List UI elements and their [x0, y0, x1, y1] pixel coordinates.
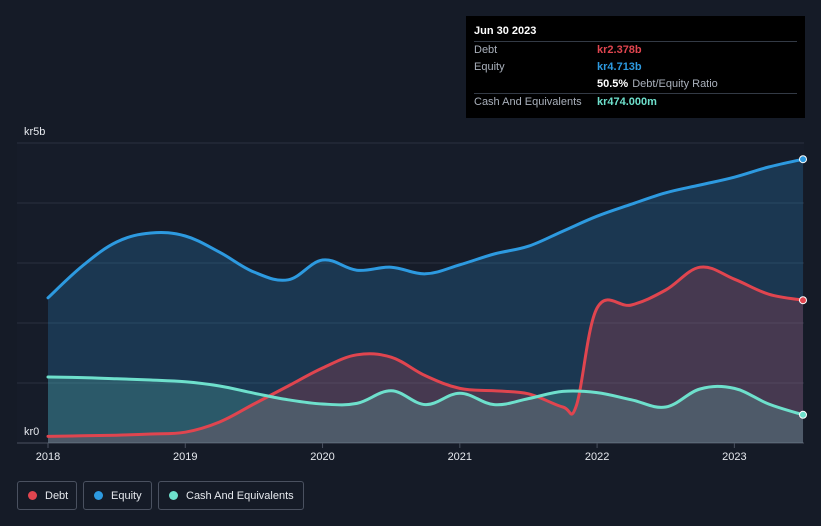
tooltip-row-equity: Equity kr4.713b	[474, 59, 797, 76]
cash-and-equivalents-area	[48, 377, 803, 443]
tooltip-row-cash: Cash And Equivalents kr474.000m	[474, 93, 797, 111]
tooltip-row-debt: Debt kr2.378b	[474, 41, 797, 59]
legend-label: Cash And Equivalents	[186, 489, 294, 502]
legend-item-debt[interactable]: Debt	[17, 481, 77, 510]
x-tick-label: 2019	[173, 451, 197, 463]
x-tick-label: 2023	[722, 451, 746, 463]
legend-item-equity[interactable]: Equity	[83, 481, 152, 510]
y-tick-label-bottom: kr0	[24, 426, 39, 438]
data-tooltip: Jun 30 2023 Debt kr2.378b Equity kr4.713…	[466, 16, 805, 118]
debt-line	[46, 265, 805, 438]
x-tick-label: 2018	[36, 451, 60, 463]
legend-label: Debt	[45, 489, 69, 502]
cash-and-equivalents-endpoint	[799, 410, 807, 419]
x-tick-label: 2021	[448, 451, 472, 463]
legend-label: Equity	[111, 489, 142, 502]
cash-dot-icon	[169, 491, 178, 500]
y-tick-label-top: kr5b	[24, 126, 45, 138]
tooltip-ratio-label: Debt/Equity Ratio	[632, 78, 718, 90]
tooltip-value: 50.5%	[597, 78, 629, 90]
tooltip-value: kr2.378b	[597, 44, 642, 56]
tooltip-row-ratio: 50.5% Debt/Equity Ratio	[474, 76, 797, 93]
plot-area	[17, 143, 804, 443]
tooltip-label	[474, 76, 597, 93]
tooltip-value: kr4.713b	[597, 61, 642, 73]
tooltip-label: Debt	[474, 44, 498, 56]
debt-area	[48, 266, 803, 443]
x-tick-label: 2022	[585, 451, 609, 463]
equity-area	[48, 159, 803, 443]
tooltip-date: Jun 30 2023	[474, 25, 537, 37]
equity-dot-icon	[94, 491, 103, 500]
equity-endpoint	[799, 155, 807, 164]
x-tick-label: 2020	[310, 451, 334, 463]
debt-endpoint	[799, 296, 807, 305]
cash-and-equivalents-line	[46, 375, 805, 417]
debt-dot-icon	[28, 491, 37, 500]
tooltip-label: Cash And Equivalents	[474, 96, 582, 108]
tooltip-label: Equity	[474, 61, 505, 73]
tooltip-value: kr474.000m	[597, 96, 657, 108]
equity-line	[46, 157, 805, 300]
legend-item-cash[interactable]: Cash And Equivalents	[158, 481, 304, 510]
